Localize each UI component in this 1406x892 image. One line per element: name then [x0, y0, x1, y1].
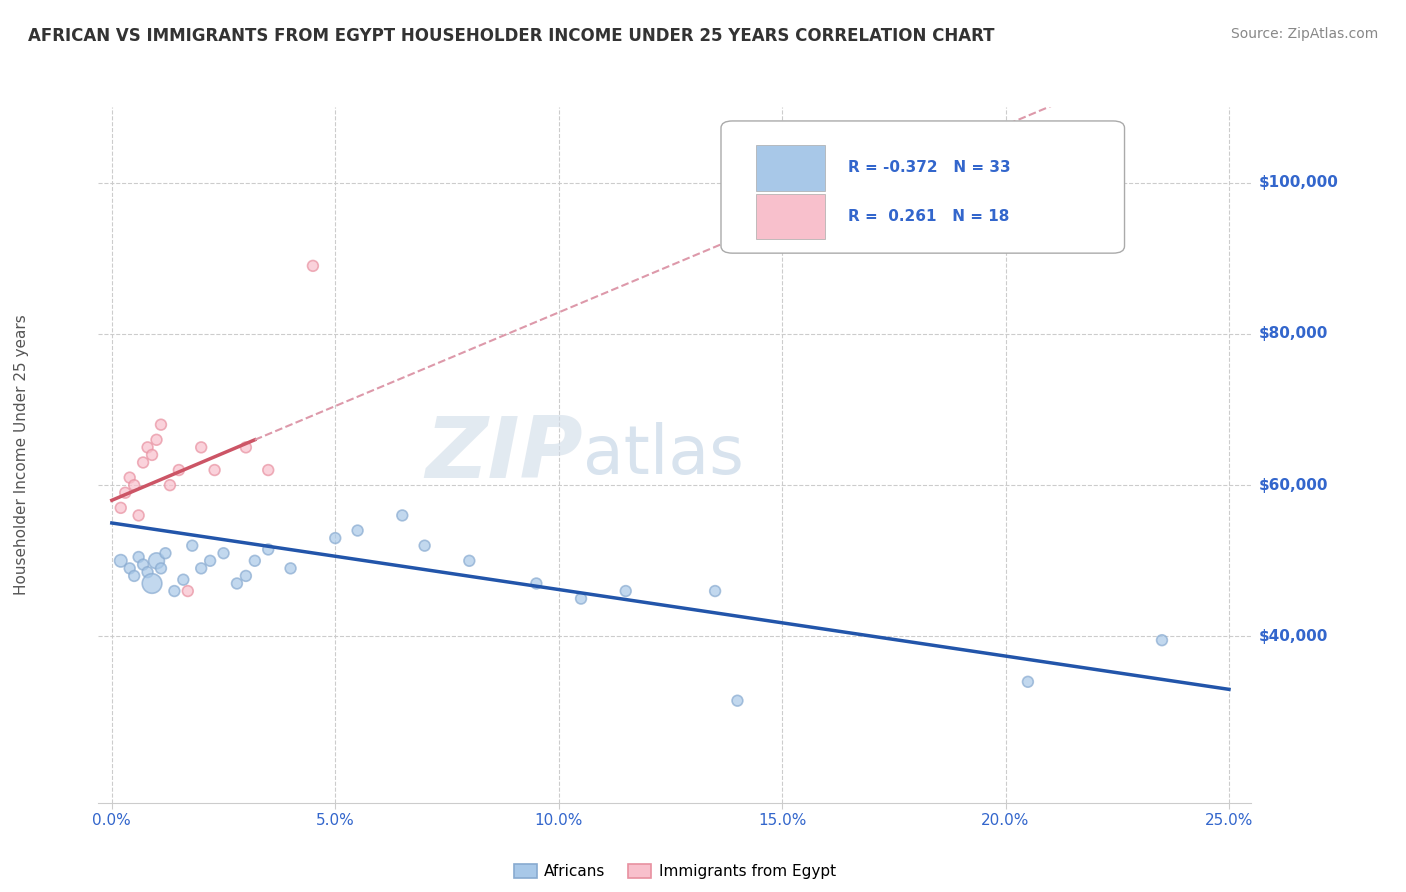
Point	[132, 455, 155, 469]
Point	[1150, 633, 1173, 648]
Point	[257, 542, 280, 557]
Point	[114, 485, 136, 500]
Point	[132, 558, 155, 572]
Point	[212, 546, 235, 560]
Point	[243, 554, 266, 568]
Point	[190, 441, 212, 455]
Point	[136, 565, 159, 579]
Point	[136, 441, 159, 455]
Point	[163, 584, 186, 599]
FancyBboxPatch shape	[755, 194, 825, 239]
FancyBboxPatch shape	[755, 145, 825, 191]
Point	[145, 433, 167, 447]
Point	[346, 524, 368, 538]
Point	[110, 500, 132, 515]
Point	[413, 539, 436, 553]
Point	[391, 508, 413, 523]
Point	[172, 573, 194, 587]
Point	[323, 531, 346, 545]
Point	[122, 569, 145, 583]
Point	[704, 584, 727, 599]
Point	[181, 539, 204, 553]
Point	[155, 546, 177, 560]
Legend: Africans, Immigrants from Egypt: Africans, Immigrants from Egypt	[508, 858, 842, 886]
Point	[226, 576, 249, 591]
Point	[725, 694, 748, 708]
Point	[122, 478, 145, 492]
Text: ZIP: ZIP	[425, 413, 582, 497]
Point	[235, 441, 257, 455]
Point	[198, 554, 221, 568]
Text: atlas: atlas	[582, 422, 744, 488]
Text: R =  0.261   N = 18: R = 0.261 N = 18	[848, 209, 1010, 224]
Point	[190, 561, 212, 575]
FancyBboxPatch shape	[721, 121, 1125, 253]
Text: $80,000: $80,000	[1258, 326, 1327, 342]
Point	[280, 561, 302, 575]
Point	[128, 508, 150, 523]
Point	[302, 259, 325, 273]
Point	[257, 463, 280, 477]
Text: Source: ZipAtlas.com: Source: ZipAtlas.com	[1230, 27, 1378, 41]
Text: Householder Income Under 25 years: Householder Income Under 25 years	[14, 315, 28, 595]
Point	[614, 584, 637, 599]
Point	[118, 561, 141, 575]
Point	[524, 576, 547, 591]
Text: $60,000: $60,000	[1258, 478, 1327, 492]
Point	[167, 463, 190, 477]
Point	[110, 554, 132, 568]
Point	[141, 448, 163, 462]
Point	[141, 576, 163, 591]
Text: R = -0.372   N = 33: R = -0.372 N = 33	[848, 160, 1011, 175]
Text: $40,000: $40,000	[1258, 629, 1327, 644]
Point	[1017, 674, 1039, 689]
Point	[159, 478, 181, 492]
Point	[204, 463, 226, 477]
Point	[128, 549, 150, 564]
Point	[149, 561, 172, 575]
Point	[458, 554, 481, 568]
Point	[145, 554, 167, 568]
Text: $100,000: $100,000	[1258, 175, 1339, 190]
Point	[118, 470, 141, 484]
Point	[149, 417, 172, 432]
Text: AFRICAN VS IMMIGRANTS FROM EGYPT HOUSEHOLDER INCOME UNDER 25 YEARS CORRELATION C: AFRICAN VS IMMIGRANTS FROM EGYPT HOUSEHO…	[28, 27, 994, 45]
Point	[569, 591, 592, 606]
Point	[235, 569, 257, 583]
Point	[177, 584, 200, 599]
